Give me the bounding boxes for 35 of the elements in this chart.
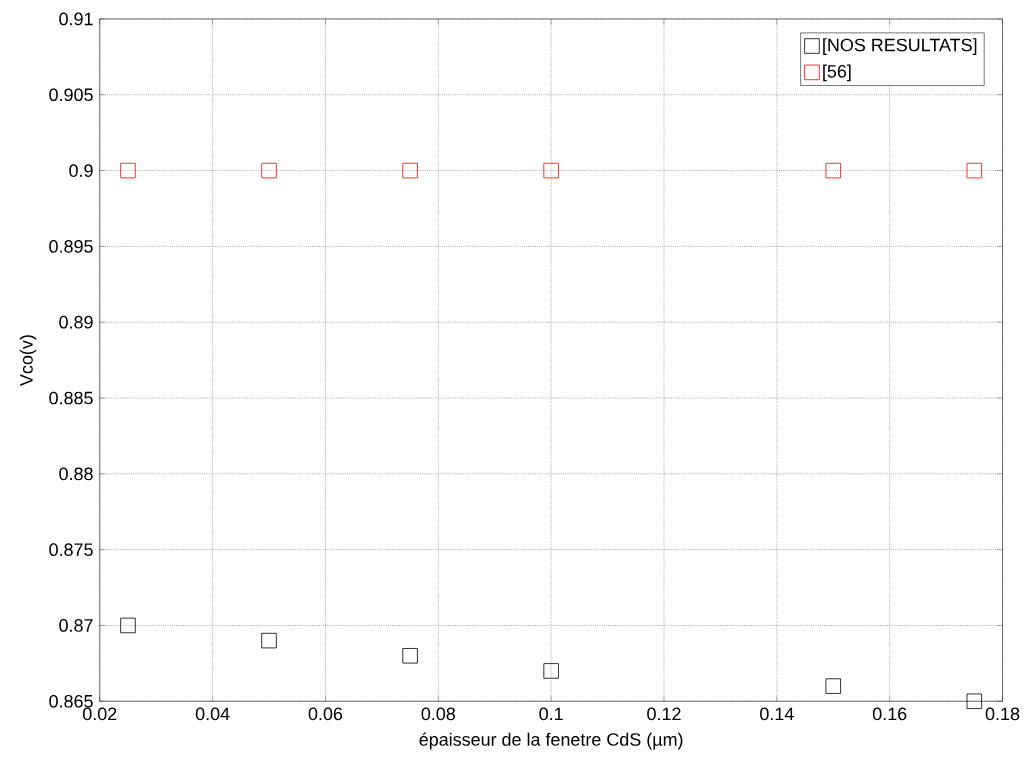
x-tick-label: 0.04 [195,707,230,721]
x-tick-label: 0.02 [83,707,117,721]
point [825,162,841,179]
point [261,162,277,179]
point [966,162,983,179]
point [120,162,136,179]
x-tick-label: 0.12 [647,707,681,721]
y-tick-label: 0.865 [49,694,93,708]
point [402,162,418,179]
y-tick-label: 0.875 [49,543,93,556]
x-tick-label: 0.08 [421,707,455,721]
point [402,648,418,664]
y-tick-label: 0.905 [49,88,93,102]
y-tick-label: 0.895 [49,240,93,253]
y-tick-label: 0.88 [59,467,93,481]
y-tick-label: 0.885 [49,391,93,405]
y-axis-title: Vco(v) [19,335,37,386]
y-tick-label: 0.87 [59,619,93,632]
y-tick-label: 0.9 [69,164,93,177]
y-tick-label: 0.89 [59,315,93,329]
x-tick-label: 0.06 [308,707,343,721]
point [543,663,559,679]
point [966,693,983,709]
point [120,617,136,634]
y-tick-label: 0.91 [59,12,93,26]
point [543,162,559,179]
x-tick-label: 0.18 [985,707,1020,721]
legend-label: [56] [823,64,851,82]
x-tick-label: 0.16 [872,707,907,721]
legend-label: [NOS RESULTATS] [823,38,977,55]
x-tick-label: 0.14 [760,707,794,721]
point [261,632,277,649]
x-tick-label: 0.1 [539,707,563,721]
x-axis-title: épaisseur de la fenetre CdS (µm) [419,732,683,750]
point [825,678,841,694]
